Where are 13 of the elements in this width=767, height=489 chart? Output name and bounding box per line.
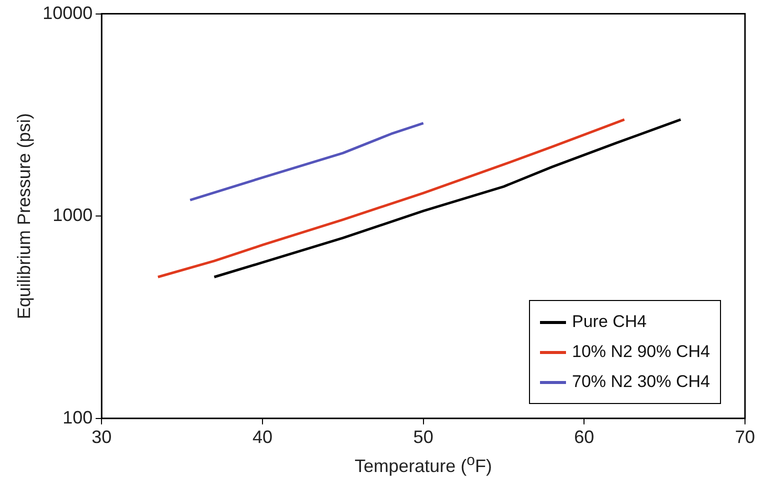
y-tick-label: 1000 (52, 205, 93, 226)
x-tick-label: 50 (413, 427, 434, 448)
x-tick-label: 70 (734, 427, 756, 448)
x-tick-label: 40 (252, 427, 273, 448)
x-tick-label: 30 (92, 427, 112, 448)
y-tick-label: 10000 (42, 2, 93, 23)
y-axis-title: Equilibrium Pressure (psi) (14, 113, 34, 320)
legend-label: 70% N2 30% CH4 (572, 372, 710, 392)
legend-label: Pure CH4 (572, 312, 647, 332)
legend-label: 10% N2 90% CH4 (572, 342, 710, 362)
x-axis-title: Temperature ($^{o}$F) (354, 452, 493, 477)
y-tick-label: 100 (62, 407, 93, 428)
x-tick-label: 60 (574, 427, 594, 448)
